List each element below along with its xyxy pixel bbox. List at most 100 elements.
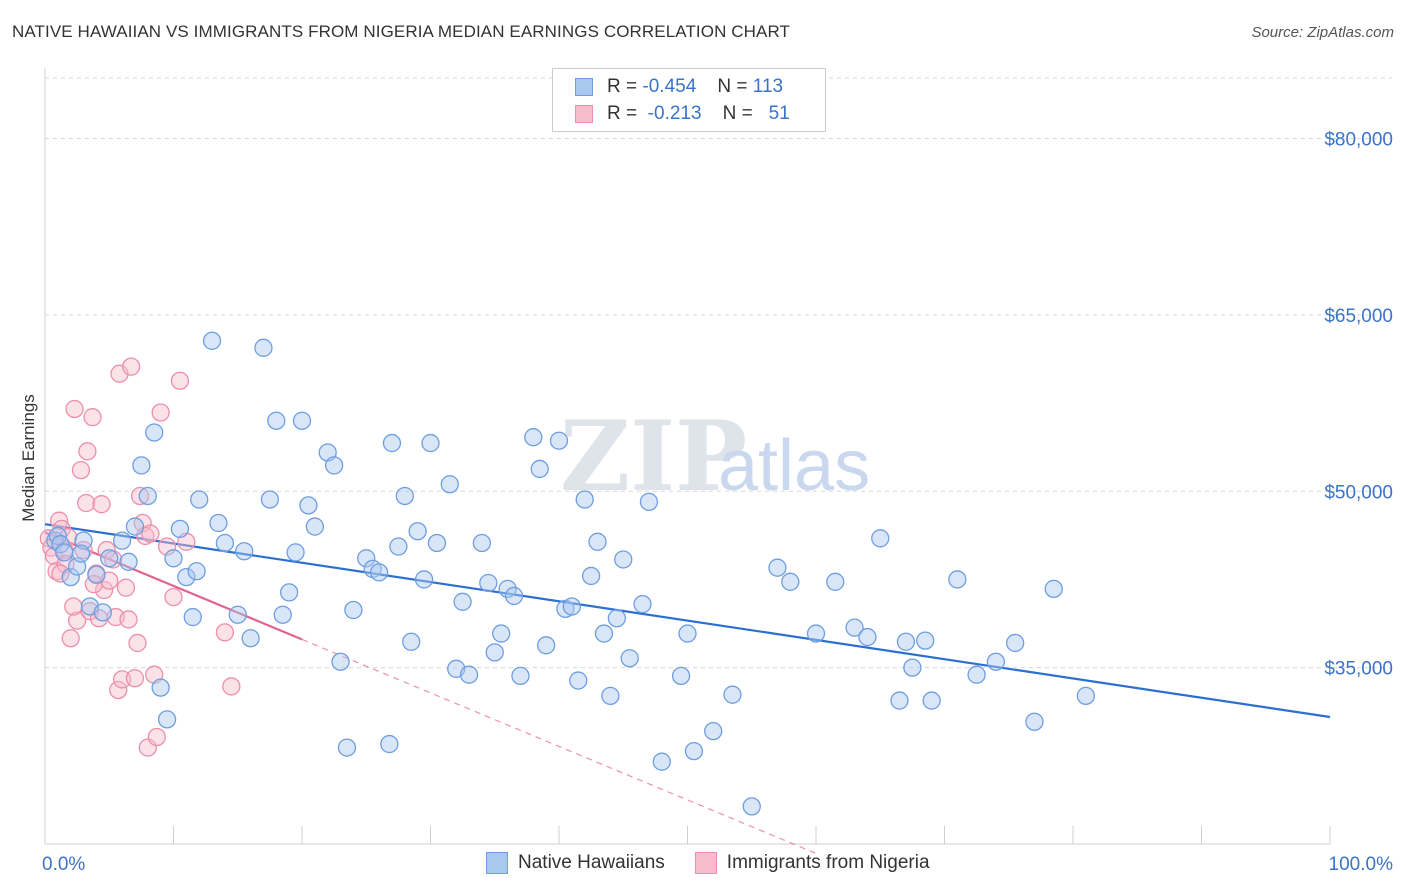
data-point-native-hawaiian bbox=[119, 552, 138, 571]
data-point-native-hawaiian bbox=[267, 411, 286, 430]
data-point-native-hawaiian bbox=[671, 666, 691, 686]
data-point-native-hawaiian bbox=[202, 331, 222, 350]
data-point-nigeria bbox=[151, 403, 170, 422]
data-point-native-hawaiian bbox=[132, 456, 151, 475]
data-point-native-hawaiian bbox=[1044, 579, 1063, 599]
data-point-native-hawaiian bbox=[100, 549, 119, 568]
data-point-native-hawaiian bbox=[408, 522, 427, 541]
trend-line-native-hawaiians bbox=[44, 523, 1331, 719]
data-point-native-hawaiian bbox=[279, 583, 299, 602]
data-point-native-hawaiian bbox=[569, 671, 588, 690]
legend-label: Immigrants from Nigeria bbox=[726, 852, 930, 873]
data-point-native-hawaiian bbox=[157, 710, 177, 729]
data-point-native-hawaiian bbox=[260, 490, 280, 509]
data-point-native-hawaiian bbox=[71, 544, 91, 563]
data-point-nigeria bbox=[119, 610, 138, 629]
legend-r-label: R = bbox=[607, 76, 638, 97]
data-point-native-hawaiian bbox=[530, 459, 549, 479]
legend-r-value: -0.454 bbox=[642, 76, 697, 97]
data-point-native-hawaiian bbox=[93, 603, 112, 622]
data-point-native-hawaiian bbox=[55, 543, 74, 562]
data-point-native-hawaiian bbox=[183, 607, 202, 627]
data-point-native-hawaiian bbox=[395, 486, 414, 506]
data-point-native-hawaiian bbox=[986, 652, 1006, 671]
data-point-native-hawaiian bbox=[479, 573, 498, 593]
data-point-nigeria bbox=[83, 408, 102, 427]
data-point-native-hawaiian bbox=[562, 597, 581, 616]
data-point-nigeria bbox=[61, 629, 80, 648]
data-point-native-hawaiian bbox=[331, 652, 350, 671]
data-point-native-hawaiian bbox=[299, 496, 318, 515]
data-point-native-hawaiian bbox=[524, 428, 543, 447]
y-tick-label: $80,000 bbox=[1324, 130, 1393, 151]
data-point-native-hawaiian bbox=[459, 665, 479, 684]
data-point-native-hawaiian bbox=[845, 618, 864, 637]
data-point-native-hawaiian bbox=[781, 572, 800, 591]
data-point-native-hawaiian bbox=[138, 486, 157, 506]
data-point-native-hawaiian bbox=[241, 629, 260, 648]
stats-legend: R = -0.454 N = 113 R = -0.213 N = 51 bbox=[552, 68, 826, 132]
data-point-native-hawaiian bbox=[292, 411, 312, 430]
data-point-native-hawaiian bbox=[652, 752, 671, 771]
data-point-nigeria bbox=[170, 371, 190, 390]
data-point-nigeria bbox=[116, 578, 136, 597]
data-point-native-hawaiian bbox=[492, 624, 511, 643]
data-point-nigeria bbox=[147, 727, 166, 747]
data-point-native-hawaiian bbox=[1006, 633, 1025, 653]
data-point-native-hawaiian bbox=[190, 490, 209, 509]
data-point-nigeria bbox=[141, 524, 160, 543]
legend-n-value: 113 bbox=[752, 76, 784, 97]
data-point-nigeria bbox=[76, 493, 96, 513]
data-point-native-hawaiian bbox=[537, 636, 556, 655]
data-point-nigeria bbox=[121, 357, 141, 376]
data-point-native-hawaiian bbox=[389, 537, 408, 556]
y-axis-title: Median Earnings bbox=[19, 394, 38, 522]
data-point-native-hawaiian bbox=[402, 632, 421, 651]
legend-label: Native Hawaiians bbox=[518, 852, 665, 873]
data-point-nigeria bbox=[94, 580, 114, 600]
data-point-native-hawaiian bbox=[806, 624, 826, 643]
data-point-native-hawaiian bbox=[177, 567, 196, 587]
data-point-native-hawaiian bbox=[684, 741, 704, 761]
data-point-native-hawaiian bbox=[723, 685, 742, 704]
axes bbox=[44, 68, 1331, 845]
data-point-nigeria bbox=[78, 442, 97, 461]
data-point-native-hawaiian bbox=[357, 549, 376, 568]
data-point-native-hawaiian bbox=[440, 475, 459, 494]
data-point-nigeria bbox=[92, 495, 111, 514]
x-tick-label-min: 0.0% bbox=[42, 854, 85, 875]
data-point-native-hawaiian bbox=[498, 579, 517, 599]
data-point-native-hawaiian bbox=[614, 550, 633, 569]
data-point-native-hawaiian bbox=[414, 570, 434, 589]
data-point-nigeria bbox=[125, 669, 145, 688]
y-tick-label: $35,000 bbox=[1324, 659, 1393, 680]
data-point-native-hawaiian bbox=[421, 433, 440, 453]
data-point-native-hawaiian bbox=[87, 565, 106, 584]
data-point-native-hawaiian bbox=[858, 627, 877, 647]
data-point-nigeria bbox=[71, 460, 91, 480]
y-tick-label: $50,000 bbox=[1324, 482, 1393, 503]
data-point-native-hawaiian bbox=[768, 558, 787, 577]
data-point-native-hawaiian bbox=[170, 519, 190, 539]
data-point-nigeria bbox=[67, 611, 87, 630]
data-point-native-hawaiian bbox=[826, 572, 845, 591]
data-point-native-hawaiian bbox=[678, 624, 697, 643]
data-point-native-hawaiian bbox=[639, 492, 659, 512]
data-point-native-hawaiian bbox=[453, 592, 472, 611]
data-point-native-hawaiian bbox=[549, 431, 569, 450]
data-point-native-hawaiian bbox=[369, 563, 389, 582]
watermark-atlas: atlas bbox=[718, 426, 870, 506]
legend-swatch-pink bbox=[694, 852, 717, 874]
data-point-native-hawaiian bbox=[344, 600, 363, 620]
data-point-native-hawaiian bbox=[922, 691, 941, 710]
legend-row-nigeria: R = -0.213 N = 51 bbox=[575, 102, 790, 126]
legend-r-label: R = bbox=[607, 103, 638, 124]
data-point-native-hawaiian bbox=[504, 586, 524, 606]
data-point-native-hawaiian bbox=[187, 562, 206, 581]
legend-r-value: -0.213 bbox=[647, 103, 702, 124]
data-point-native-hawaiian bbox=[380, 734, 399, 754]
data-point-nigeria bbox=[128, 633, 147, 653]
data-point-native-hawaiian bbox=[896, 632, 916, 651]
source-label: Source: ZipAtlas.com bbox=[1251, 24, 1394, 41]
data-point-nigeria bbox=[51, 564, 70, 583]
